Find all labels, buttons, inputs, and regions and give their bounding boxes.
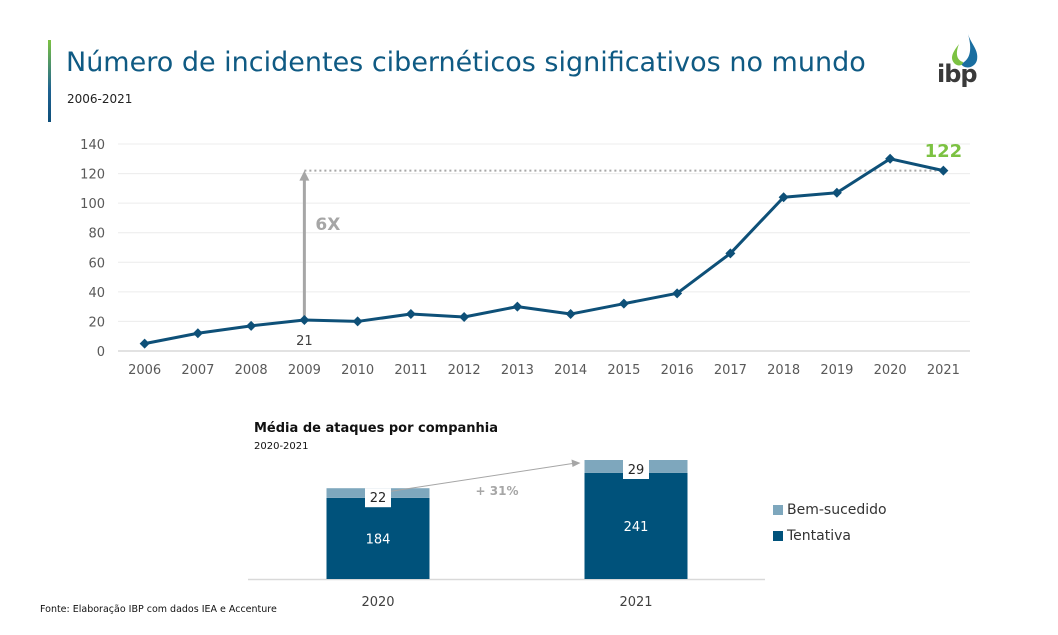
bar-label-tentativa-2020: 184 bbox=[366, 532, 391, 547]
bar-label-box-2021 bbox=[623, 460, 649, 479]
title-accent-bar bbox=[48, 40, 51, 122]
legend-label: Tentativa bbox=[787, 528, 851, 544]
x-tick-label: 2021 bbox=[619, 595, 652, 610]
x-tick-label: 2020 bbox=[361, 595, 394, 610]
x-tick-label: 2017 bbox=[714, 363, 747, 378]
data-point-2015 bbox=[618, 298, 629, 309]
y-tick-label: 100 bbox=[80, 197, 105, 212]
bar-label-tentativa-2021: 241 bbox=[624, 520, 649, 535]
x-tick-label: 2014 bbox=[554, 363, 587, 378]
bar-chart-subtitle: 2020-2021 bbox=[254, 441, 309, 452]
x-tick-label: 2016 bbox=[661, 363, 694, 378]
growth-arrow-shaft bbox=[390, 463, 573, 492]
bar-tentativa-2021 bbox=[584, 472, 688, 579]
bar-tentativa-2020 bbox=[326, 497, 430, 579]
data-point-2016 bbox=[672, 288, 683, 299]
x-tick-label: 2020 bbox=[874, 363, 907, 378]
data-point-2017 bbox=[725, 248, 736, 259]
data-point-2008 bbox=[246, 320, 257, 331]
y-tick-label: 40 bbox=[88, 286, 105, 301]
bar-bem-sucedido-2021 bbox=[584, 460, 688, 473]
growth-arrow-head bbox=[571, 459, 581, 467]
line-chart: 0 20 40 60 80 100 120 140 2006 2007 2008 2009 2010 20… bbox=[80, 138, 970, 378]
y-tick-label: 0 bbox=[97, 345, 105, 360]
data-point-2019 bbox=[831, 187, 842, 198]
page-title: Número de incidentes cibernéticos signif… bbox=[66, 47, 866, 78]
data-label-2009: 21 bbox=[296, 334, 313, 349]
legend-label: Bem-sucedido bbox=[787, 502, 887, 518]
x-tick-label: 2013 bbox=[501, 363, 534, 378]
water-drop-icon bbox=[952, 34, 978, 68]
data-point-2009 bbox=[299, 314, 310, 325]
bar-label-box-2020 bbox=[365, 488, 391, 508]
legend-item-bem-sucedido: Bem-sucedido bbox=[773, 497, 887, 523]
x-tick-label: 2009 bbox=[288, 363, 321, 378]
y-tick-label: 20 bbox=[88, 315, 105, 330]
data-point-2013 bbox=[512, 301, 523, 312]
bar-label-bem-sucedido-2021: 29 bbox=[628, 463, 645, 478]
growth-label: + 31% bbox=[476, 484, 519, 498]
legend-swatch-tentativa bbox=[773, 531, 783, 541]
x-tick-label: 2006 bbox=[128, 363, 161, 378]
legend-item-tentativa: Tentativa bbox=[773, 523, 887, 549]
x-tick-label: 2010 bbox=[341, 363, 374, 378]
logo-text: ibp bbox=[937, 60, 978, 88]
x-tick-label: 2007 bbox=[181, 363, 214, 378]
y-tick-label: 120 bbox=[80, 168, 105, 183]
x-tick-label: 2018 bbox=[767, 363, 800, 378]
growth-label: 6X bbox=[315, 215, 340, 235]
x-tick-label: 2015 bbox=[607, 363, 640, 378]
data-point-2014 bbox=[565, 309, 576, 320]
data-point-2021 bbox=[938, 165, 949, 176]
x-tick-label: 2008 bbox=[235, 363, 268, 378]
x-tick-label: 2019 bbox=[820, 363, 853, 378]
bar-chart-title: Média de ataques por companhia bbox=[254, 421, 499, 436]
data-point-2020 bbox=[885, 153, 896, 164]
x-tick-label: 2021 bbox=[927, 363, 960, 378]
data-point-2010 bbox=[352, 316, 363, 327]
bar-label-bem-sucedido-2020: 22 bbox=[370, 491, 387, 506]
y-tick-label: 60 bbox=[88, 256, 105, 271]
x-tick-label: 2012 bbox=[448, 363, 481, 378]
growth-arrow-head bbox=[299, 170, 310, 181]
data-point-2011 bbox=[405, 309, 416, 320]
page-subtitle: 2006-2021 bbox=[67, 92, 133, 106]
data-point-2018 bbox=[778, 192, 789, 203]
series-line-incidentes bbox=[144, 157, 944, 346]
source-footnote: Fonte: Elaboração IBP com dados IEA e Ac… bbox=[40, 604, 277, 615]
data-point-2006 bbox=[139, 338, 150, 349]
bar-bem-sucedido-2020 bbox=[326, 488, 430, 498]
y-tick-label: 140 bbox=[80, 138, 105, 153]
data-point-2012 bbox=[459, 311, 470, 322]
legend-swatch-bem-sucedido bbox=[773, 505, 783, 515]
y-tick-label: 80 bbox=[88, 227, 105, 242]
data-label-2021: 122 bbox=[925, 141, 963, 162]
bar-chart-legend: Bem-sucedido Tentativa bbox=[773, 497, 887, 549]
x-tick-label: 2011 bbox=[394, 363, 427, 378]
data-point-2007 bbox=[192, 328, 203, 339]
